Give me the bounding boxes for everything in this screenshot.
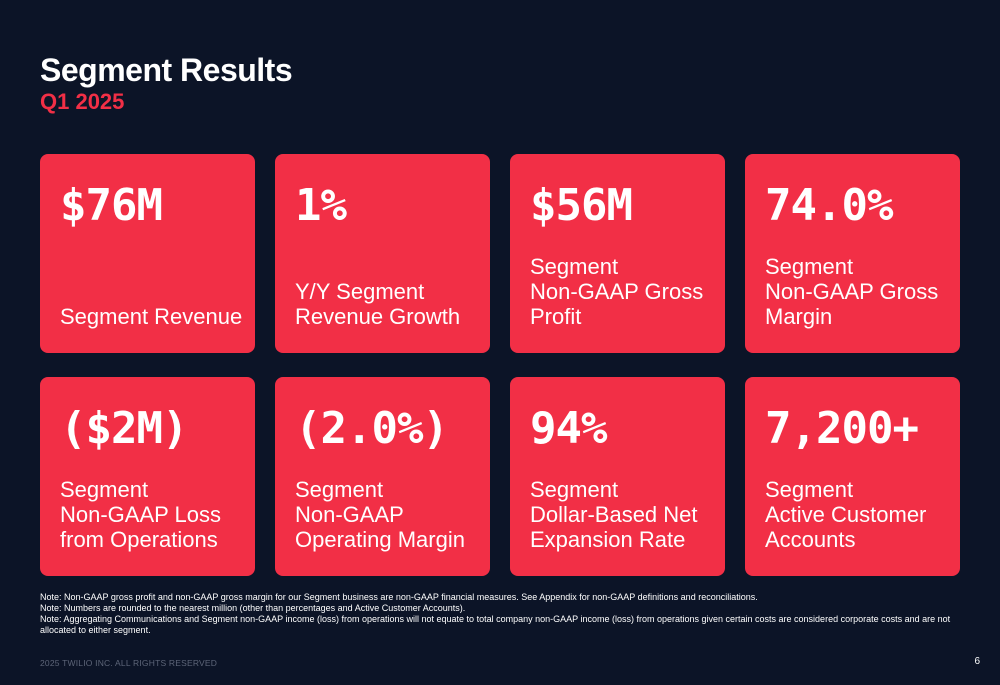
metric-card-segment-revenue: $76M Segment Revenue	[40, 154, 255, 353]
metric-label: Segment Active Customer Accounts	[765, 477, 927, 552]
metric-value: (2.0%)	[295, 403, 449, 454]
copyright-text: 2025 TWILIO INC. ALL RIGHTS RESERVED	[40, 658, 218, 668]
metric-value: $56M	[530, 180, 633, 231]
metric-label: Segment Non-GAAP Gross Margin	[765, 254, 939, 329]
footnote: Note: Numbers are rounded to the nearest…	[40, 603, 466, 613]
metric-value: 7,200+	[765, 403, 919, 454]
metric-card-gross-margin: 74.0% Segment Non-GAAP Gross Margin	[745, 154, 960, 353]
metric-card-operating-loss: ($2M) Segment Non-GAAP Loss from Operati…	[40, 377, 255, 576]
metric-value: ($2M)	[60, 403, 188, 454]
page-subtitle: Q1 2025	[40, 89, 125, 114]
footnote: Note: Aggregating Communications and Seg…	[40, 614, 951, 635]
metric-label: Segment Non-GAAP Gross Profit	[530, 254, 704, 329]
metrics-grid: $76M Segment Revenue 1% Y/Y Segment Reve…	[40, 154, 960, 576]
page-number: 6	[974, 656, 980, 667]
metric-label: Segment Non-GAAP Operating Margin	[295, 477, 465, 552]
metric-label: Segment Dollar-Based Net Expansion Rate	[530, 477, 698, 552]
metric-value: 74.0%	[765, 180, 893, 231]
metric-card-gross-profit: $56M Segment Non-GAAP Gross Profit	[510, 154, 725, 353]
metric-label: Segment Revenue	[60, 304, 243, 329]
page-title: Segment Results	[40, 52, 293, 88]
metric-value: $76M	[60, 180, 163, 231]
metric-card-net-expansion-rate: 94% Segment Dollar-Based Net Expansion R…	[510, 377, 725, 576]
metric-card-active-accounts: 7,200+ Segment Active Customer Accounts	[745, 377, 960, 576]
metric-label: Y/Y Segment Revenue Growth	[295, 279, 461, 329]
metric-value: 94%	[530, 403, 607, 454]
metric-card-operating-margin: (2.0%) Segment Non-GAAP Operating Margin	[275, 377, 490, 576]
metric-value: 1%	[295, 180, 347, 231]
metric-card-revenue-growth: 1% Y/Y Segment Revenue Growth	[275, 154, 490, 353]
metric-label: Segment Non-GAAP Loss from Operations	[60, 477, 222, 552]
footnote: Note: Non-GAAP gross profit and non-GAAP…	[40, 592, 758, 602]
footnotes: Note: Non-GAAP gross profit and non-GAAP…	[40, 592, 970, 636]
